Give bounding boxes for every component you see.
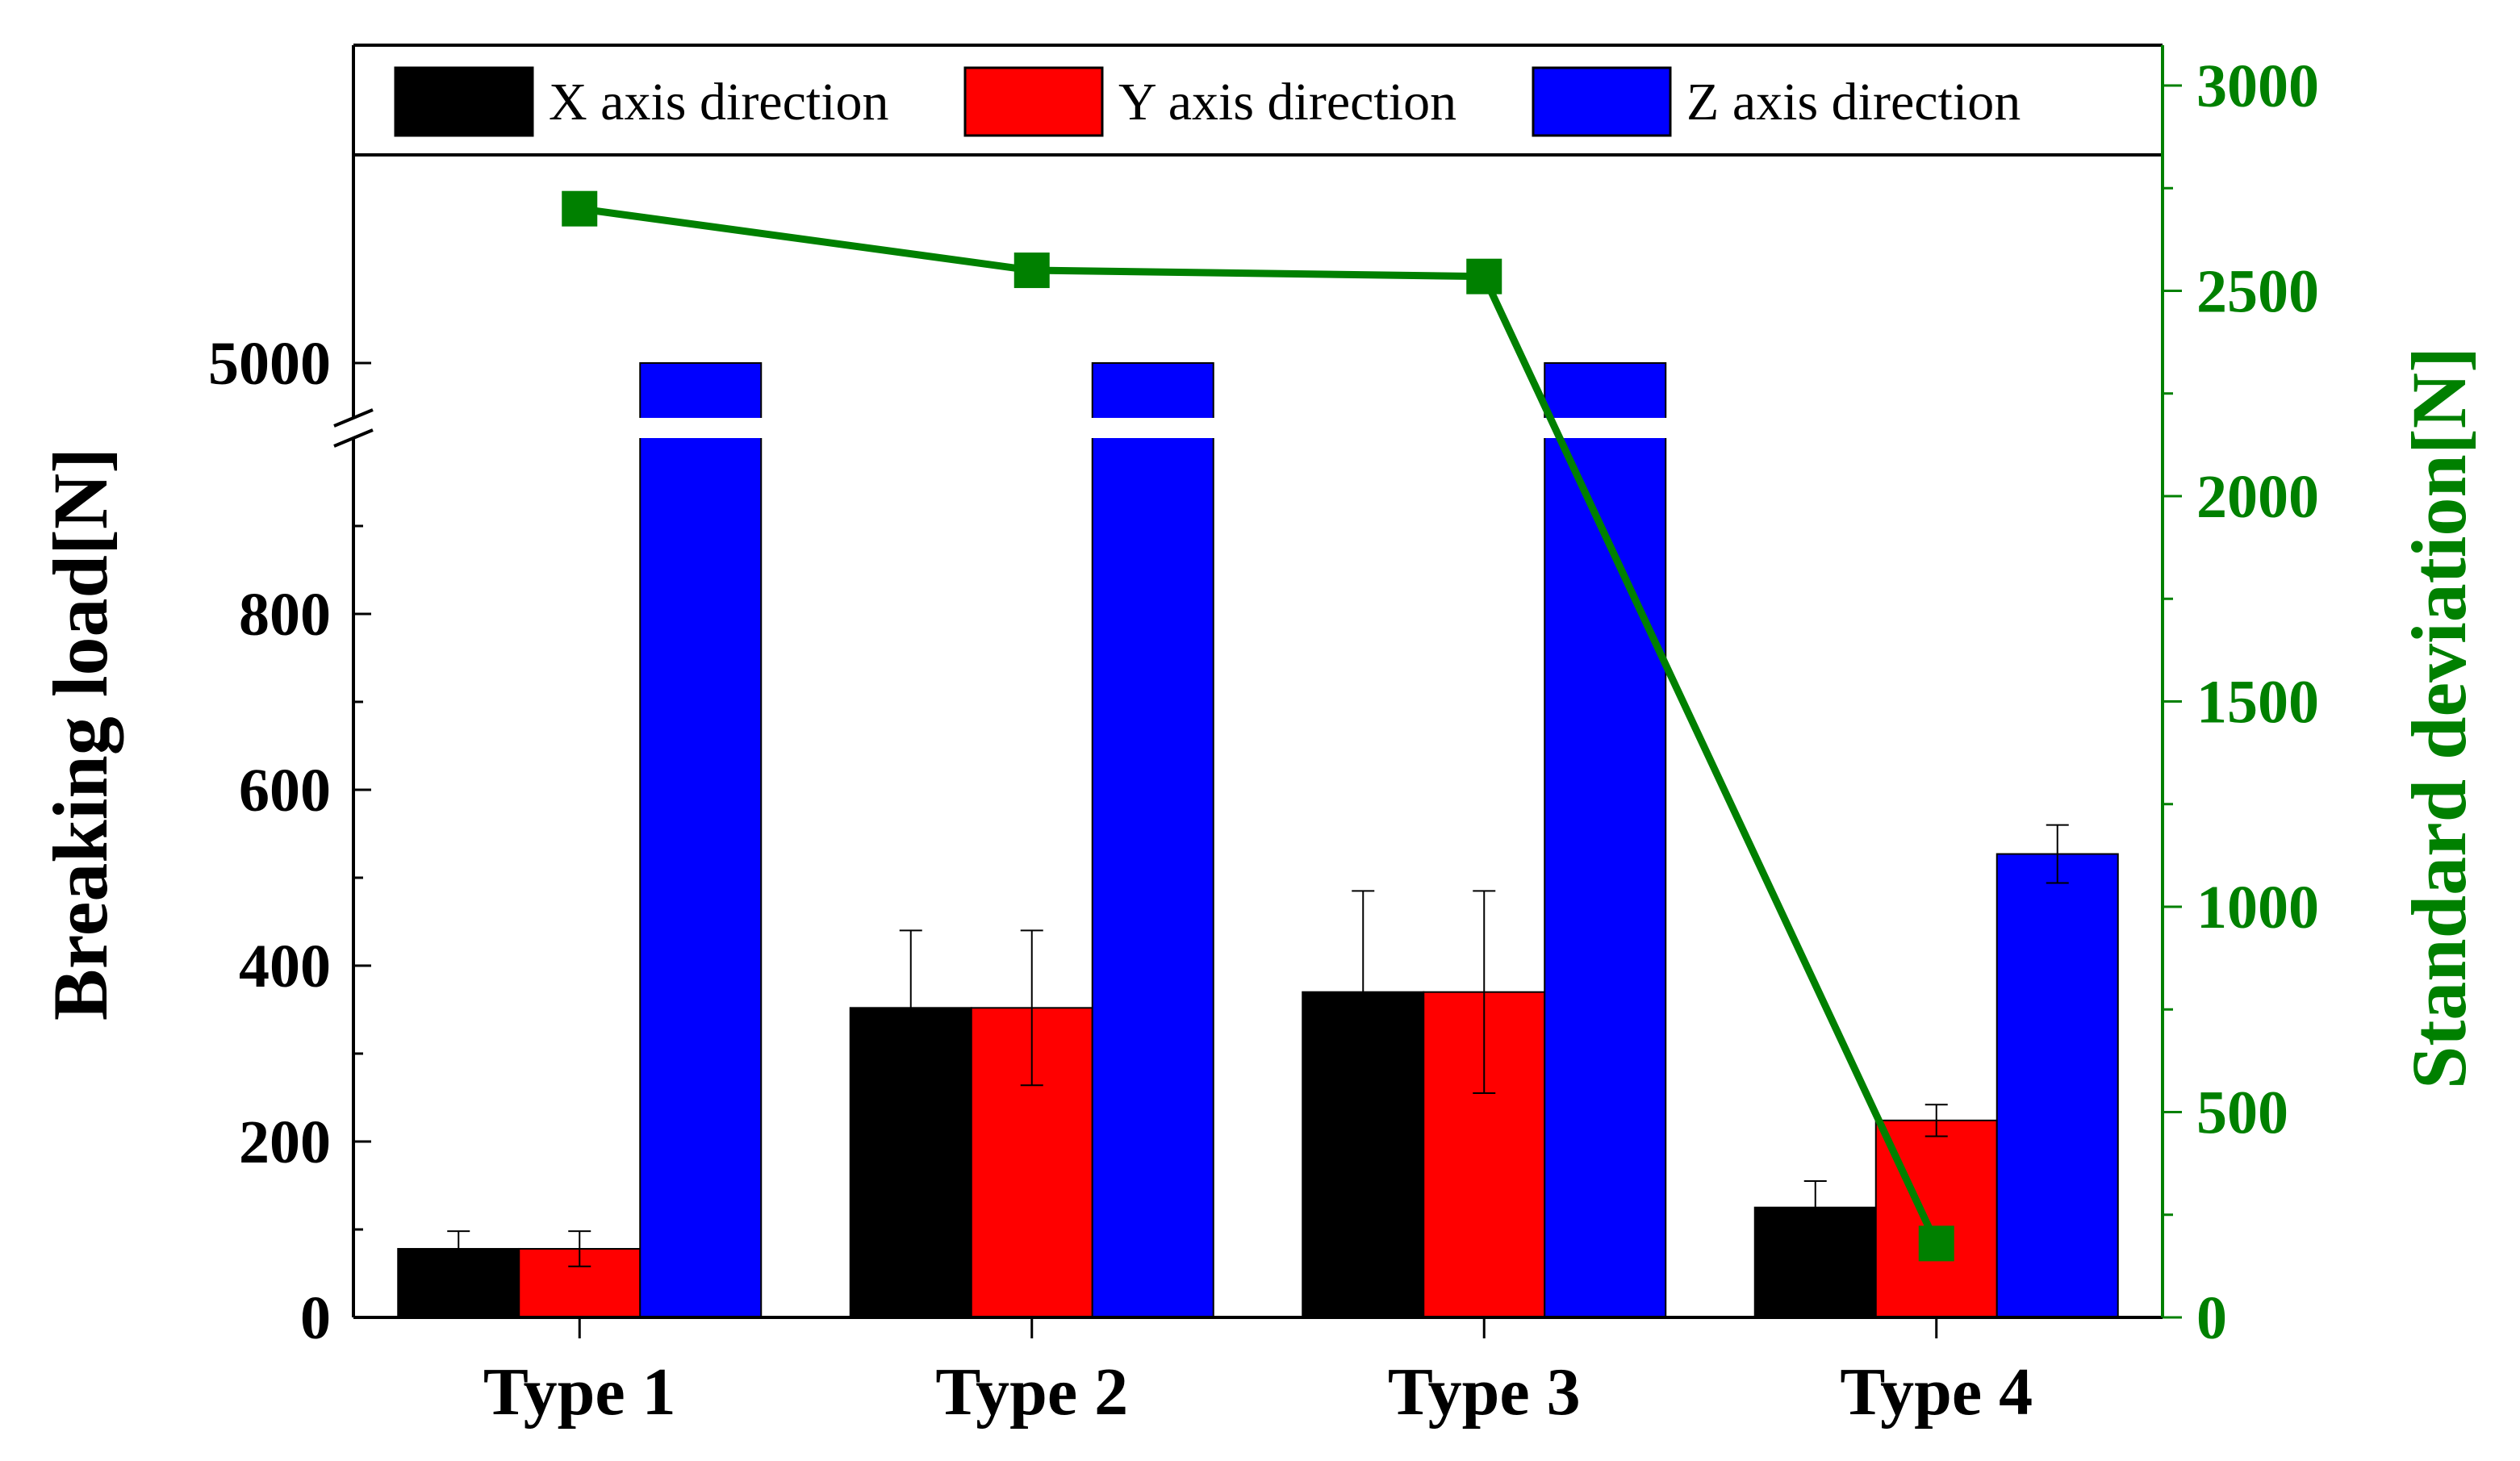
legend-swatch xyxy=(394,66,534,137)
right-tick-label: 2500 xyxy=(2196,258,2319,326)
legend-label: Y axis direction xyxy=(1118,73,1456,131)
bar-break-gap xyxy=(1543,418,1668,438)
legend-swatch xyxy=(963,66,1104,137)
bar xyxy=(1996,853,2119,1318)
axis-break-mark-top xyxy=(333,408,374,428)
std-dev-marker xyxy=(1466,258,1502,294)
left-tick-label: 800 xyxy=(239,581,331,649)
legend-swatch xyxy=(1532,66,1672,137)
std-dev-line xyxy=(562,190,1954,1262)
left-tick-label: 5000 xyxy=(208,330,331,398)
left-tick-label: 0 xyxy=(300,1284,331,1352)
legend-label: Z axis direction xyxy=(1686,73,2021,131)
right-tick-label: 1500 xyxy=(2196,669,2319,737)
bar-break-gap xyxy=(638,418,763,438)
std-dev-marker xyxy=(1013,253,1050,289)
x-tick-label: Type 2 xyxy=(935,1355,1128,1430)
right-axis-title: Standard deviation[N] xyxy=(2396,347,2482,1089)
bar xyxy=(639,362,763,1318)
right-tick-label: 0 xyxy=(2196,1284,2227,1352)
left-tick-label: 200 xyxy=(239,1108,331,1176)
x-tick-label: Type 4 xyxy=(1840,1355,2033,1430)
x-tick-label: Type 3 xyxy=(1388,1355,1581,1430)
bars xyxy=(397,362,2119,1318)
axes xyxy=(333,44,2164,1319)
bar xyxy=(1091,362,1214,1318)
error-bars xyxy=(447,824,2069,1267)
legend-label: X axis direction xyxy=(549,73,889,131)
left-tick-label: 600 xyxy=(239,757,331,824)
x-tick-label: Type 1 xyxy=(483,1355,676,1430)
bar-break-gap xyxy=(1090,418,1215,438)
axis-break-mark-bottom xyxy=(333,428,374,448)
left-axis-title: Breaking load[N] xyxy=(37,448,123,1021)
legend: X axis direction Y axis direction Z axis d… xyxy=(394,66,2021,137)
bar xyxy=(1544,362,1667,1318)
right-tick-label: 1000 xyxy=(2196,874,2319,941)
std-dev-marker xyxy=(1918,1225,1954,1262)
std-dev-marker xyxy=(562,190,598,227)
right-tick-label: 500 xyxy=(2196,1079,2288,1147)
right-tick-label: 3000 xyxy=(2196,52,2319,120)
right-tick-label: 2000 xyxy=(2196,463,2319,531)
left-tick-label: 400 xyxy=(239,933,331,1000)
std-dev-polyline xyxy=(579,205,1940,1246)
